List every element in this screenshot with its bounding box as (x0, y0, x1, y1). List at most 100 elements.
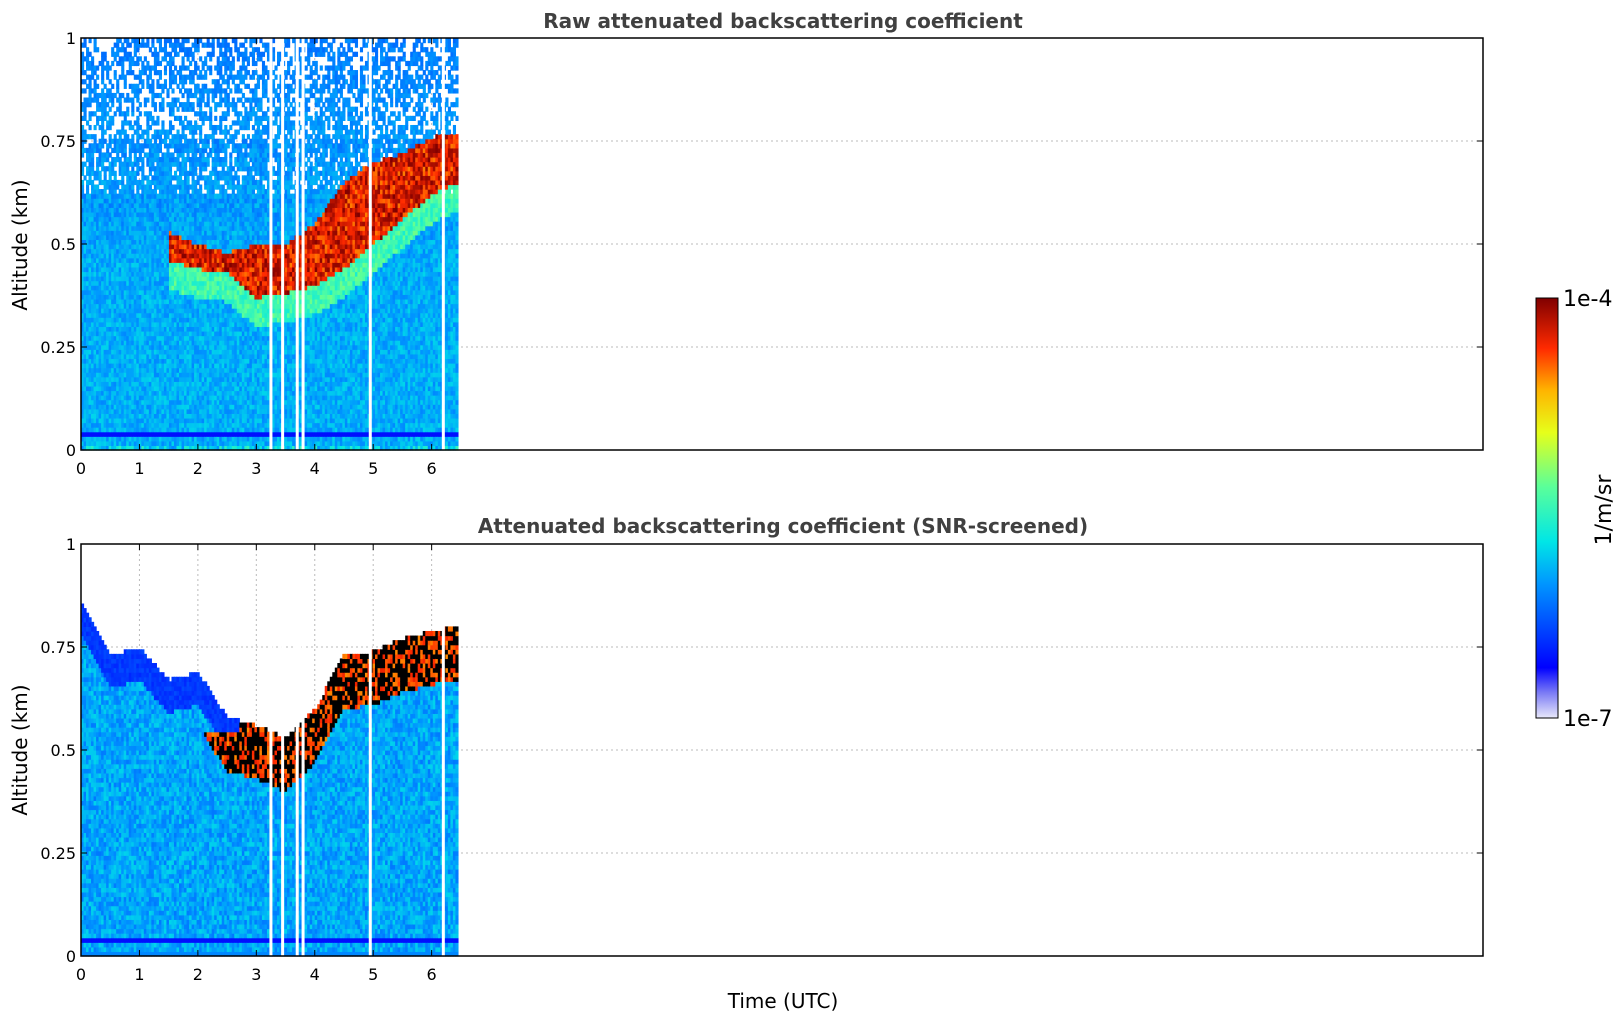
heatmap-cell (124, 84, 127, 89)
heatmap-cell (91, 180, 94, 185)
heatmap-cell (146, 134, 149, 139)
heatmap-cell (217, 38, 220, 43)
heatmap-cell (106, 157, 109, 162)
heatmap-cell (224, 70, 227, 75)
heatmap-cell (237, 47, 240, 52)
heatmap-cell (136, 171, 139, 176)
heatmap-cell (212, 189, 215, 194)
heatmap-cell (94, 111, 97, 116)
heatmap-cell (104, 84, 107, 89)
heatmap-cell (207, 162, 210, 167)
heatmap-cell (124, 130, 127, 135)
heatmap-cell (109, 152, 112, 157)
heatmap-cell (159, 70, 162, 75)
heatmap-cell (232, 98, 235, 103)
heatmap-cell (204, 56, 207, 61)
heatmap-cell (86, 47, 89, 52)
heatmap-cell (121, 93, 124, 98)
heatmap-cell (101, 75, 104, 80)
heatmap-cell (141, 157, 144, 162)
heatmap-cell (146, 79, 149, 84)
heatmap-cell (182, 152, 185, 157)
heatmap-cell (101, 125, 104, 130)
heatmap-cell (129, 65, 132, 70)
heatmap-cell (207, 93, 210, 98)
heatmap-cell (104, 107, 107, 112)
heatmap-cell (131, 134, 134, 139)
heatmap-cell (149, 70, 152, 75)
heatmap-cell (114, 171, 117, 176)
heatmap-cell (121, 175, 124, 180)
heatmap-cell (156, 56, 159, 61)
heatmap-cell (192, 102, 195, 107)
heatmap-cell (174, 171, 177, 176)
heatmap-cell (217, 79, 220, 84)
heatmap-cell (101, 134, 104, 139)
heatmap-cell (219, 84, 222, 89)
heatmap-cell (219, 70, 222, 75)
heatmap-cell (156, 79, 159, 84)
heatmap-cell (126, 38, 129, 43)
heatmap-cell (187, 152, 190, 157)
heatmap-cell (212, 38, 215, 43)
heatmap-cell (199, 184, 202, 189)
heatmap-cell (114, 111, 117, 116)
heatmap-cell (99, 148, 102, 153)
heatmap-cell (199, 130, 202, 135)
heatmap-cell (141, 38, 144, 43)
heatmap-cell (227, 107, 230, 112)
heatmap-cell (171, 107, 174, 112)
heatmap-cell (101, 70, 104, 75)
heatmap-cell (84, 111, 87, 116)
heatmap-cell (91, 56, 94, 61)
heatmap-cell (174, 75, 177, 80)
heatmap-cell (227, 98, 230, 103)
heatmap-cell (121, 70, 124, 75)
heatmap-cell (134, 175, 137, 180)
heatmap-cell (227, 56, 230, 61)
heatmap-cell (96, 75, 99, 80)
heatmap-cell (239, 111, 242, 116)
heatmap-cell (212, 47, 215, 52)
heatmap-cell (126, 111, 129, 116)
heatmap-cell (141, 84, 144, 89)
heatmap-cell (229, 157, 232, 162)
heatmap-cell (109, 125, 112, 130)
heatmap-cell (124, 143, 127, 148)
heatmap-cell (114, 134, 117, 139)
heatmap-cell (106, 75, 109, 80)
heatmap-cell (96, 166, 99, 171)
heatmap-cell (197, 65, 200, 70)
heatmap-cell (204, 111, 207, 116)
heatmap-cell (111, 166, 114, 171)
heatmap-cell (94, 38, 97, 43)
heatmap-cell (136, 93, 139, 98)
heatmap-cell (149, 111, 152, 116)
heatmap-cell (149, 125, 152, 130)
heatmap-cell (197, 180, 200, 185)
heatmap-cell (232, 79, 235, 84)
heatmap-cell (89, 52, 92, 57)
heatmap-cell (139, 75, 142, 80)
heatmap-cell (119, 107, 122, 112)
heatmap-cell (131, 107, 134, 112)
heatmap-cell (237, 180, 240, 185)
heatmap-cell (136, 47, 139, 52)
heatmap-cell (217, 56, 220, 61)
heatmap-cell (187, 180, 190, 185)
heatmap-cell (146, 61, 149, 66)
heatmap-cell (224, 38, 227, 43)
heatmap-cell (199, 70, 202, 75)
heatmap-cell (104, 130, 107, 135)
heatmap-cell (194, 61, 197, 66)
heatmap-cell (192, 107, 195, 112)
heatmap-cell (91, 152, 94, 157)
heatmap-cell (101, 88, 104, 93)
heatmap-cell (141, 61, 144, 66)
heatmap-cell (159, 148, 162, 153)
heatmap-cell (224, 152, 227, 157)
heatmap-cell (91, 157, 94, 162)
heatmap-cell (237, 116, 240, 121)
heatmap-cell (214, 116, 217, 121)
heatmap-cell (156, 52, 159, 57)
